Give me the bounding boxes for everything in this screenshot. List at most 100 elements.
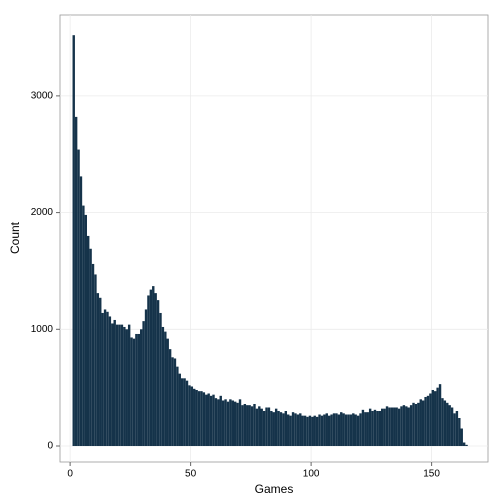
bar: [72, 35, 75, 447]
bar: [207, 393, 210, 447]
y-axis-title: Count: [8, 221, 22, 254]
bar: [388, 407, 391, 447]
bar: [171, 357, 174, 447]
bar: [366, 412, 369, 447]
bar: [407, 407, 410, 447]
bar: [390, 407, 394, 447]
bar: [101, 312, 104, 447]
bar: [154, 293, 157, 447]
bar: [168, 349, 172, 447]
bar: [393, 407, 396, 447]
bar: [443, 400, 447, 447]
bar: [178, 373, 181, 447]
bar: [352, 413, 355, 447]
x-tick-label: 100: [303, 469, 320, 480]
bar: [344, 414, 348, 447]
bar: [402, 405, 406, 447]
bar: [424, 396, 427, 447]
bar: [127, 324, 131, 447]
bar: [289, 415, 292, 447]
bar: [243, 403, 247, 447]
bar: [144, 309, 148, 447]
bar: [115, 324, 119, 447]
bar: [323, 414, 326, 447]
bar: [270, 410, 273, 447]
bar: [359, 413, 362, 447]
bar: [142, 321, 145, 447]
bar: [137, 333, 141, 447]
bar: [185, 380, 189, 447]
bar: [448, 405, 451, 447]
bar: [342, 413, 345, 447]
x-axis-title: Games: [255, 482, 294, 496]
bar: [164, 331, 167, 447]
bar: [262, 410, 266, 447]
bar: [373, 409, 377, 447]
bar: [272, 412, 275, 447]
bar: [313, 415, 316, 447]
bar: [325, 413, 328, 447]
bar: [74, 116, 78, 447]
bar: [140, 329, 143, 447]
bar: [446, 402, 449, 447]
bar: [340, 412, 343, 447]
bar: [306, 416, 309, 447]
bar: [409, 405, 413, 447]
x-tick-label: 150: [423, 469, 440, 480]
bar: [118, 324, 121, 447]
bar: [458, 418, 461, 447]
bar: [320, 415, 324, 447]
bar: [303, 415, 307, 447]
bar: [327, 415, 331, 447]
bar: [441, 398, 444, 447]
bar: [385, 406, 389, 447]
bar: [149, 289, 153, 447]
bar: [224, 399, 227, 447]
bar: [395, 407, 398, 447]
bar: [299, 413, 302, 447]
bar: [152, 286, 155, 447]
bar: [99, 297, 102, 447]
bar: [462, 442, 466, 447]
bar: [426, 395, 430, 447]
bar: [431, 389, 435, 447]
bar: [236, 402, 239, 447]
bar: [193, 388, 196, 447]
bar: [412, 402, 415, 447]
bar: [195, 389, 198, 447]
bar: [103, 309, 107, 447]
bar: [255, 408, 259, 447]
bar: [414, 403, 418, 447]
bar: [301, 415, 304, 447]
bar: [159, 312, 162, 447]
bar: [315, 416, 319, 447]
bar: [79, 176, 83, 447]
bar: [274, 408, 278, 447]
y-tick-label: 3000: [31, 91, 54, 102]
x-tick-label: 0: [67, 469, 73, 480]
bar: [135, 333, 138, 447]
bar: [183, 378, 186, 447]
bar: [241, 405, 244, 447]
bar: [147, 295, 150, 447]
bar: [381, 408, 384, 447]
bar: [221, 400, 225, 447]
bar: [229, 399, 232, 447]
bar: [86, 235, 90, 447]
y-tick-label: 1000: [31, 324, 54, 335]
bar: [335, 413, 338, 447]
bar: [248, 405, 251, 447]
bar: [82, 205, 85, 447]
bar: [209, 395, 213, 447]
bar: [214, 398, 218, 447]
y-tick-label: 0: [47, 441, 53, 452]
bar: [176, 366, 179, 447]
bar: [111, 323, 114, 447]
bar: [279, 412, 283, 447]
bar: [132, 338, 136, 447]
bar: [89, 248, 92, 447]
bar: [233, 401, 237, 447]
bar: [282, 413, 285, 447]
bar: [212, 394, 215, 447]
